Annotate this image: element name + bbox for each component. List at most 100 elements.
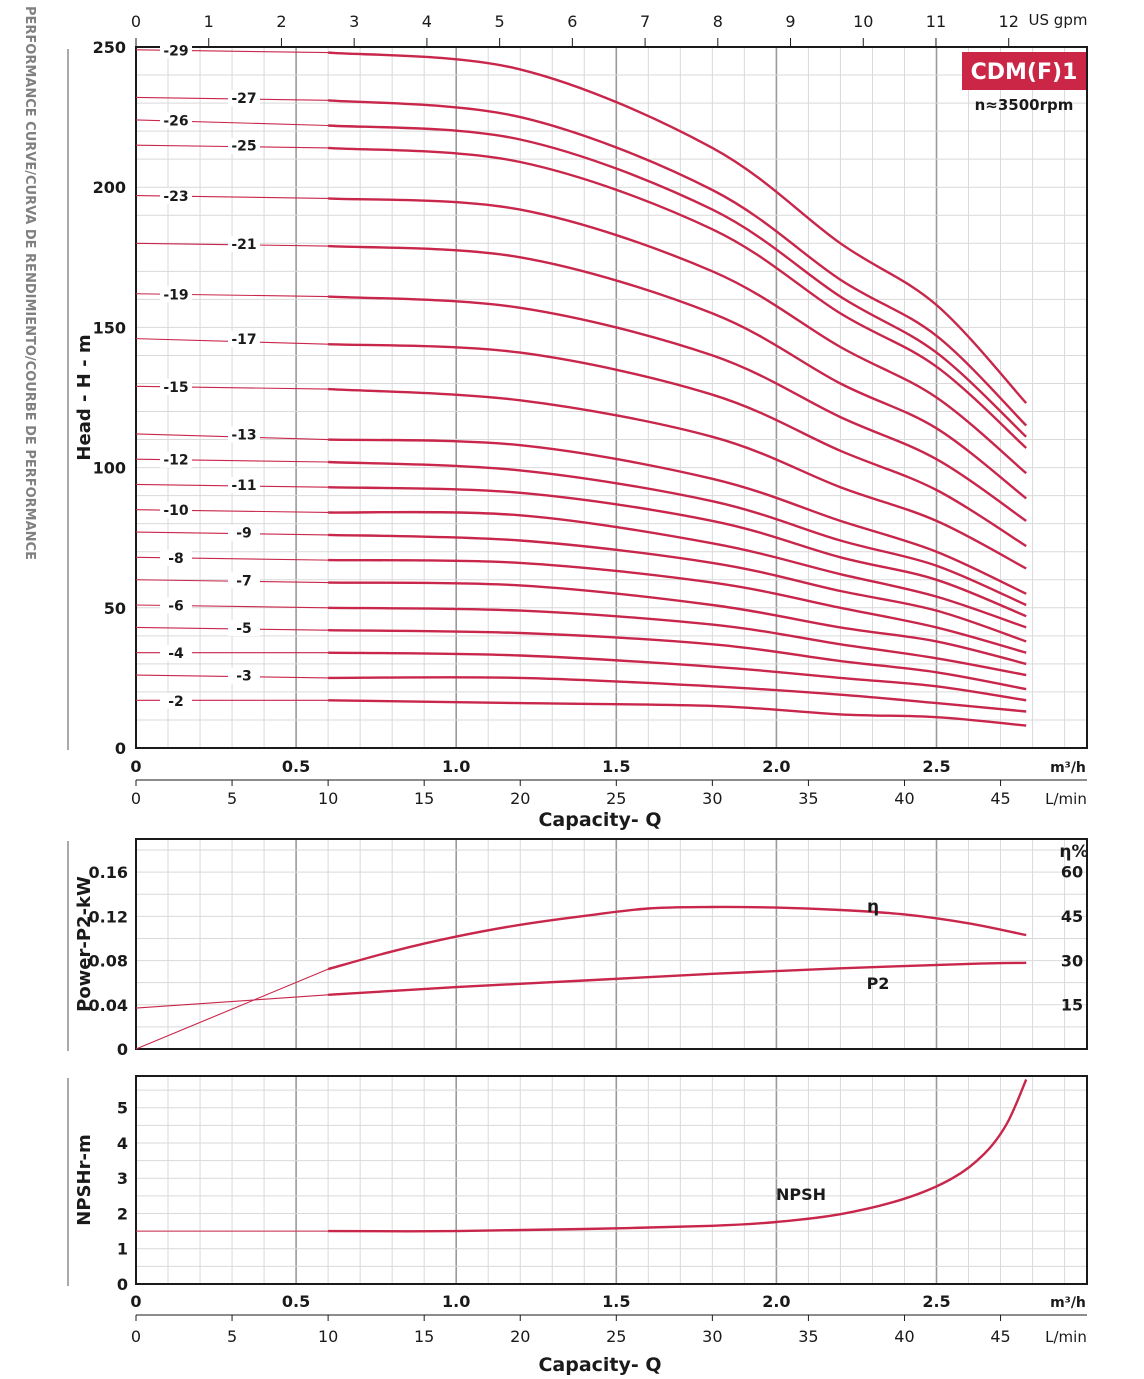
- series-label: -6: [168, 599, 184, 615]
- series-label-bg: [160, 597, 192, 614]
- x-lmin-tick-label: 25: [606, 1327, 626, 1346]
- series-label: -13: [231, 428, 256, 444]
- power-chart-grid: [67, 838, 1088, 1051]
- series-label-bg: [160, 188, 192, 205]
- x-lmin-tick-label: 0: [131, 789, 141, 808]
- x-top-tick-label: 3: [349, 12, 359, 31]
- head-series-2: -2: [136, 692, 1027, 727]
- x-lmin-tick-label: 30: [702, 789, 722, 808]
- x-top-unit: US gpm: [1029, 11, 1088, 29]
- npsh-curve: [328, 1079, 1028, 1233]
- head-curve: [328, 486, 1027, 618]
- series-label-bg: [228, 331, 260, 348]
- series-label-bg: [160, 645, 192, 662]
- x-top-tick-label: 10: [853, 12, 873, 31]
- y-tick-label: 150: [93, 318, 126, 337]
- series-label: -9: [236, 526, 252, 542]
- x-m3h-tick-label: 2.0: [762, 1292, 790, 1311]
- head-curve: [328, 438, 1027, 595]
- extrapolation-line: [135, 994, 329, 1009]
- efficiency-curve: [327, 905, 1027, 971]
- x-lmin-tick-label: 45: [990, 789, 1010, 808]
- series-label-bg: [228, 90, 260, 107]
- y2-tick-label: 15: [1061, 996, 1083, 1015]
- series-label: -11: [231, 478, 256, 494]
- x-m3h-tick-label: 0: [130, 757, 141, 776]
- head-series-5: -5: [135, 619, 1027, 691]
- npsh-curve-label: NPSH: [776, 1185, 826, 1204]
- y-tick-label: 250: [93, 38, 126, 57]
- head-series-7: -7: [135, 572, 1027, 666]
- head-curve: [328, 460, 1027, 607]
- y-tick-label: 2: [117, 1204, 128, 1223]
- head-series-25: -25: [135, 137, 1028, 449]
- plot-frame: [135, 46, 1088, 749]
- x-top-tick-label: 5: [495, 12, 505, 31]
- head-curve: [328, 533, 1027, 643]
- head-series-23: -23: [135, 188, 1027, 475]
- head-curve: [328, 387, 1027, 570]
- y2-axis-title: η%: [1059, 842, 1088, 862]
- series-label-bg: [160, 112, 192, 129]
- x-lmin-tick-label: 5: [227, 1327, 237, 1346]
- head-curve: [328, 606, 1027, 677]
- x-m3h-tick-label: 0.5: [282, 1292, 310, 1311]
- x-top-tick-label: 9: [785, 12, 795, 31]
- x-lmin-tick-label: 30: [702, 1327, 722, 1346]
- x-lmin-tick-label: 20: [510, 789, 530, 808]
- head-series-6: -6: [135, 597, 1027, 677]
- x-top-tick-label: 12: [999, 12, 1019, 31]
- efficiency-curve-label: η: [867, 897, 879, 917]
- x-lmin-tick-label: 25: [606, 789, 626, 808]
- power-curve: [328, 961, 1027, 996]
- head-series-26: -26: [135, 112, 1028, 438]
- y-axis-title: Power-P2-kW: [74, 876, 95, 1012]
- head-curve: [328, 558, 1027, 654]
- x-m3h-tick-label: 2.0: [762, 757, 790, 776]
- series-label: -10: [163, 503, 189, 519]
- series-label-bg: [160, 692, 192, 709]
- curves-layer: -29-27-26-25-23-21-19-17-15-13-12-11-10-…: [135, 42, 1028, 1233]
- y-tick-label: 50: [104, 599, 126, 618]
- head-series-15: -15: [135, 378, 1027, 570]
- x-m3h-tick-label: 1.0: [442, 1292, 470, 1311]
- series-label: -12: [163, 453, 188, 469]
- series-label: -19: [163, 287, 188, 303]
- y-tick-label: 5: [117, 1099, 128, 1118]
- y-tick-label: 0.08: [89, 952, 128, 971]
- series-label-bg: [228, 619, 260, 636]
- y2-tick-label: 30: [1061, 951, 1083, 970]
- y-tick-label: 0: [115, 739, 126, 758]
- series-label-bg: [160, 451, 192, 468]
- head-curve: [328, 510, 1027, 629]
- series-label-bg: [228, 426, 260, 443]
- x-lmin-unit: L/min: [1045, 1328, 1087, 1346]
- x-lmin-tick-label: 15: [414, 1327, 434, 1346]
- model-badge-text: CDM(F)1: [971, 60, 1078, 85]
- series-label-bg: [160, 286, 192, 303]
- x-m3h-tick-label: 0: [130, 1292, 141, 1311]
- series-label: -25: [231, 139, 256, 155]
- head-curve: [328, 197, 1027, 475]
- power-curve-label: P2: [867, 974, 890, 993]
- series-label: -21: [231, 237, 256, 253]
- x-m3h-tick-label: 1.5: [602, 1292, 630, 1311]
- vertical-title: PERFORMANCE CURVE/CURVA DE RENDIMIENTO/C…: [22, 6, 37, 560]
- head-curve: [328, 124, 1028, 438]
- x-lmin-tick-label: 5: [227, 789, 237, 808]
- series-label: -27: [231, 91, 256, 107]
- head-series-9: -9: [135, 524, 1027, 643]
- x-m3h-unit: m³/h: [1050, 760, 1086, 776]
- plot-frame: [135, 838, 1088, 1050]
- head-curve: [328, 699, 1027, 727]
- x-m3h-tick-label: 2.5: [922, 1292, 950, 1311]
- head-series-3: -3: [135, 667, 1027, 713]
- x-lmin-tick-label: 10: [318, 1327, 338, 1346]
- head-series-8: -8: [135, 549, 1027, 654]
- x-top-tick-label: 0: [131, 12, 141, 31]
- series-label: -4: [168, 646, 184, 662]
- head-series-12: -12: [135, 451, 1027, 607]
- head-chart-grid: [67, 46, 1088, 750]
- extrapolation-line: [135, 968, 329, 1050]
- head-series-19: -19: [135, 286, 1027, 522]
